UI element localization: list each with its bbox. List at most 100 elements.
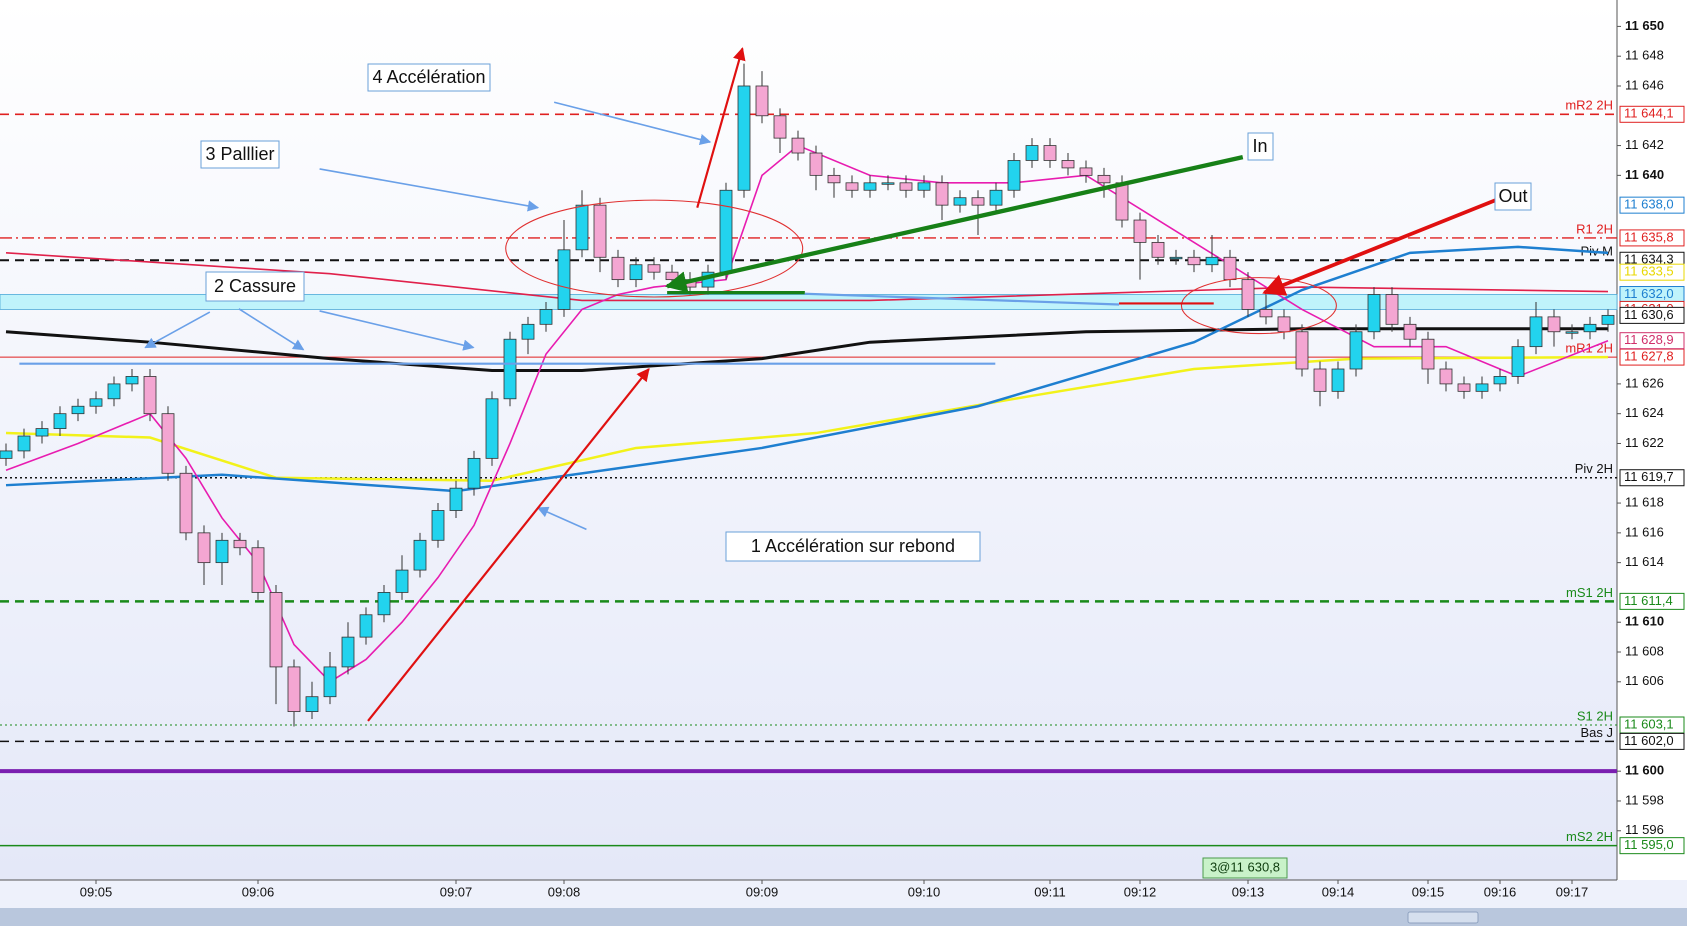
candle-body	[629, 264, 643, 281]
candle-body	[1259, 309, 1273, 318]
y-tick-label: 11 640	[1625, 167, 1664, 182]
candle-body	[377, 592, 391, 616]
candle-body	[215, 539, 229, 564]
y-tick-label: 11 614	[1625, 554, 1664, 569]
candle-body	[1169, 256, 1183, 260]
x-tick-label: 09:14	[1322, 884, 1355, 899]
x-tick-label: 09:17	[1556, 884, 1589, 899]
arrow	[1262, 198, 1497, 296]
x-tick-label: 09:12	[1124, 884, 1157, 899]
candle-body	[1421, 338, 1435, 370]
price-box	[1619, 229, 1685, 247]
arrow	[367, 368, 650, 722]
candle-body	[1529, 316, 1543, 348]
x-tick-label: 09:06	[242, 884, 275, 899]
candle-body	[1187, 256, 1201, 266]
candle-body	[323, 666, 337, 698]
candle-body	[305, 696, 319, 712]
y-tick-label: 11 606	[1625, 673, 1664, 688]
moving-average	[5, 252, 1609, 302]
candle-body	[1277, 316, 1291, 333]
candle-body	[1115, 182, 1129, 221]
moving-average	[5, 245, 1609, 493]
price-box	[1619, 592, 1685, 610]
x-tick-label: 09:11	[1034, 884, 1066, 899]
candle-body	[341, 636, 355, 668]
price-box-label: 11 630,6	[1624, 307, 1674, 322]
annotations: 4 Accélération 3 Palllier 2 Cassure 1 Ac…	[200, 63, 1532, 879]
candle-body	[1313, 368, 1327, 392]
candle-body	[503, 338, 517, 400]
y-tick-label: 11 596	[1625, 822, 1664, 837]
x-tick-label: 09:16	[1484, 884, 1517, 899]
x-tick-label: 09:15	[1412, 884, 1445, 899]
candle-body	[107, 383, 121, 400]
price-box	[1619, 105, 1685, 123]
drawings	[19, 47, 1497, 722]
candle-body	[1331, 368, 1345, 392]
price-box-label: 11 603,1	[1624, 716, 1674, 731]
candle-body	[881, 182, 895, 185]
price-box-label: 11 628,9	[1624, 332, 1674, 347]
candle-body	[1511, 346, 1525, 377]
candle-body	[1493, 376, 1507, 385]
candle-body	[1439, 368, 1453, 385]
x-tick-label: 09:09	[746, 884, 779, 899]
price-box-label: 11 602,0	[1624, 733, 1674, 748]
candle-body	[17, 435, 31, 452]
candle-body	[1457, 383, 1471, 392]
scrollbar[interactable]	[0, 908, 1687, 926]
x-tick-label: 09:07	[440, 884, 473, 899]
price-box	[1619, 263, 1685, 281]
candle-body	[71, 405, 85, 415]
y-tick-label: 11 610	[1625, 614, 1664, 629]
y-tick-label: 11 646	[1625, 77, 1664, 92]
candle-body	[737, 85, 751, 191]
candle-body	[1043, 145, 1057, 161]
y-tick-label: 11 618	[1625, 494, 1664, 509]
ellipse	[505, 199, 804, 298]
level-name: Piv 2H	[1575, 461, 1613, 476]
level-name: R1 2H	[1576, 221, 1613, 236]
candle-body	[575, 204, 589, 251]
candle-body	[0, 450, 13, 459]
candle-body	[1205, 256, 1219, 266]
x-tick-label: 09:08	[548, 884, 581, 899]
annotation: 1 Accélération sur rebond	[751, 536, 955, 556]
candle-body	[1133, 219, 1147, 243]
y-tick-label: 11 650	[1625, 18, 1664, 33]
candle-body	[1079, 167, 1093, 176]
level-name: Bas J	[1580, 725, 1613, 740]
candle-body	[1367, 294, 1381, 333]
candle-body	[521, 323, 535, 340]
scroll-thumb[interactable]	[1407, 911, 1479, 924]
level-name: mS2 2H	[1566, 829, 1613, 844]
candle-body	[719, 189, 733, 273]
candle-body	[809, 152, 823, 176]
candle-body	[35, 428, 49, 437]
candle-body	[143, 376, 157, 415]
price-box-label: 11 635,8	[1624, 229, 1674, 244]
candle-body	[1349, 331, 1363, 370]
candle-body	[917, 182, 931, 191]
candle-body	[395, 569, 409, 593]
candle-body	[1025, 145, 1039, 161]
level-name: mS1 2H	[1566, 585, 1613, 600]
candle-body	[935, 182, 949, 206]
level-name: S1 2H	[1577, 708, 1613, 723]
x-tick-label: 09:13	[1232, 884, 1265, 899]
y-tick-label: 11 626	[1625, 375, 1664, 390]
annotation: Out	[1498, 186, 1527, 206]
candle-body	[251, 547, 265, 593]
arrow	[696, 47, 746, 208]
y-tick-label: 11 648	[1625, 48, 1664, 63]
candle-body	[539, 309, 553, 325]
candle-body	[485, 398, 499, 459]
candle-body	[269, 592, 283, 668]
candle-body	[1385, 294, 1399, 325]
price-box	[1619, 837, 1685, 855]
arrow	[238, 308, 305, 351]
candle-body	[557, 249, 571, 310]
candle-body	[287, 666, 301, 712]
